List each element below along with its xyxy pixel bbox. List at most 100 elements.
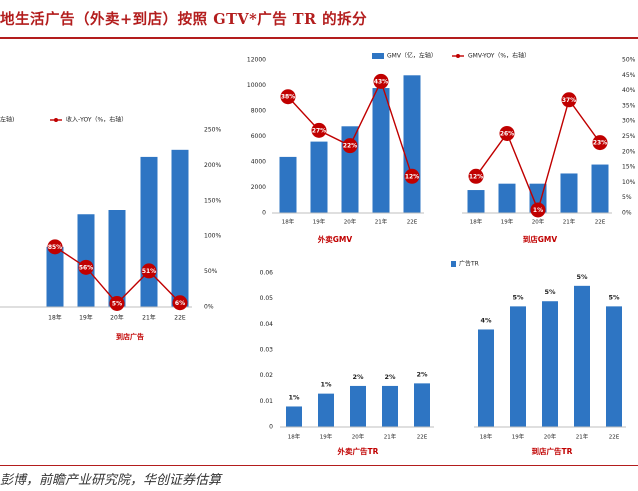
chart3-x-tick: 19年 [320,433,333,441]
chart2-yoy-point-label: 22% [343,143,357,150]
chart1-legend-line-label: 收入-YOY（%，右轴） [66,116,127,124]
chart2-yoy-point-marker [468,168,484,184]
chart2-y2-tick: 10% [622,179,636,186]
chart1-bar [108,210,126,307]
chart3-x-tick: 18年 [480,433,493,441]
chart2-bar [498,183,516,213]
chart2-yoy-point-marker [561,92,577,108]
chart1-title: 到店广告 [116,332,144,341]
chart1-legend-line-marker [54,118,58,122]
chart1-yoy-point-label: 56% [79,264,93,271]
title-rule [0,37,638,39]
chart2-x-tick: 19年 [501,218,514,226]
chart1-yoy-point-label: 6% [175,300,185,307]
chart2-yoy-point-label: 43% [374,78,388,85]
chart2-bar [372,88,390,213]
chart2-legend-bar-swatch [372,53,384,59]
footer-rule [0,465,638,466]
chart2-y-tick: 2000 [251,184,266,191]
chart3-data-label: 5% [576,273,588,281]
chart2-y2-tick: 45% [622,72,636,79]
chart2-x-tick: 21年 [563,218,576,226]
chart2-y2-tick: 25% [622,133,636,140]
chart2-y2-tick: 20% [622,148,636,155]
chart3-bar [510,306,526,427]
chart3-title-daodian: 到店广告TR [532,446,573,456]
chart1-yoy-point-marker [141,263,157,279]
chart2-yoy-point-label: 27% [312,127,326,134]
chart2-bar [467,190,485,213]
chart2-yoy-point-label: 37% [562,97,576,104]
chart2-x-tick: 22E [595,220,606,226]
chart3-y-tick: 0.02 [260,372,274,379]
chart1-y2-tick: 50% [204,268,218,275]
chart2-bar [310,141,328,213]
chart1-x-tick: 19年 [79,314,93,322]
chart2-bar [279,156,297,213]
chart3-data-label: 2% [416,370,428,378]
chart2-yoy-point-label: 12% [469,173,483,180]
chart3-y-tick: 0.05 [260,295,274,302]
chart2-x-tick: 18年 [282,218,295,226]
chart2-yoy-point-marker [404,168,420,184]
chart2-title-waimai: 外卖GMV [318,234,353,244]
chart2-bar [591,164,609,213]
chart1-yoy-point-label: 51% [142,268,156,275]
chart2-x-tick: 21年 [375,218,388,226]
chart2-y-tick: 10000 [247,82,266,89]
chart1-yoy-point-marker [47,239,63,255]
chart3-x-tick: 21年 [576,433,589,441]
chart3-x-tick: 20年 [544,433,557,441]
chart3-y-tick: 0.03 [260,347,274,354]
chart3-bar [574,285,590,427]
chart3-data-label: 5% [608,293,620,301]
chart2-yoy-point-marker [280,89,296,105]
chart2-y2-tick: 30% [622,118,636,125]
chart2-y2-tick: 35% [622,102,636,109]
chart2-y2-tick: 50% [622,57,636,64]
chart3-bar [286,406,302,427]
chart2-y-tick: 8000 [251,108,266,115]
chart3-title-waimai: 外卖广告TR [338,446,379,456]
chart3-legend-swatch [451,261,456,267]
chart3-data-label: 2% [352,373,364,381]
chart3-x-tick: 19年 [512,433,525,441]
chart1-y2-tick: 0% [204,304,214,311]
chart3-data-label: 1% [320,381,332,389]
chart2-x-tick: 19年 [313,218,326,226]
chart2-y2-tick: 0% [622,210,632,217]
chart3-x-tick: 22E [417,435,428,441]
chart1-y2-tick: 100% [204,233,221,240]
chart2-bar [560,173,578,213]
chart1-x-tick: 18年 [48,314,62,322]
chart3-data-label: 2% [384,373,396,381]
chart1-y2-tick: 250% [204,127,221,134]
chart1-bar [46,246,64,307]
chart2-y2-tick: 15% [622,164,636,171]
chart2-x-tick: 22E [407,220,418,226]
chart2-y-tick: 6000 [251,133,266,140]
chart2-x-tick: 20年 [344,218,357,226]
chart2-x-tick: 18年 [470,218,483,226]
chart2-legend-bar-label: GMV（亿，左轴） [387,52,437,60]
chart3-y-tick: 0 [269,424,273,431]
chart2-yoy-point-marker [592,135,608,151]
chart1-yoy-point-label: 85% [48,244,62,251]
chart3-bar [542,301,558,427]
chart3-bar [414,383,430,427]
chart2-y2-tick: 5% [622,194,632,201]
chart3-bar [318,393,334,427]
chart2-y-tick: 4000 [251,159,266,166]
chart3-data-label: 5% [512,293,524,301]
chart2-y2-tick: 40% [622,87,636,94]
chart2-yoy-point-marker [530,202,546,218]
chart3-data-label: 4% [480,316,492,324]
chart2-legend-line-label: GMV-YOY（%，右轴） [468,52,530,60]
chart3-x-tick: 20年 [352,433,365,441]
chart1-y2-tick: 200% [204,162,221,169]
chart2-yoy-point-label: 23% [593,140,607,147]
chart3-x-tick: 18年 [288,433,301,441]
chart2-yoy-point-label: 1% [533,207,543,214]
chart1-x-tick: 21年 [142,314,156,322]
chart3-bar [350,385,366,427]
